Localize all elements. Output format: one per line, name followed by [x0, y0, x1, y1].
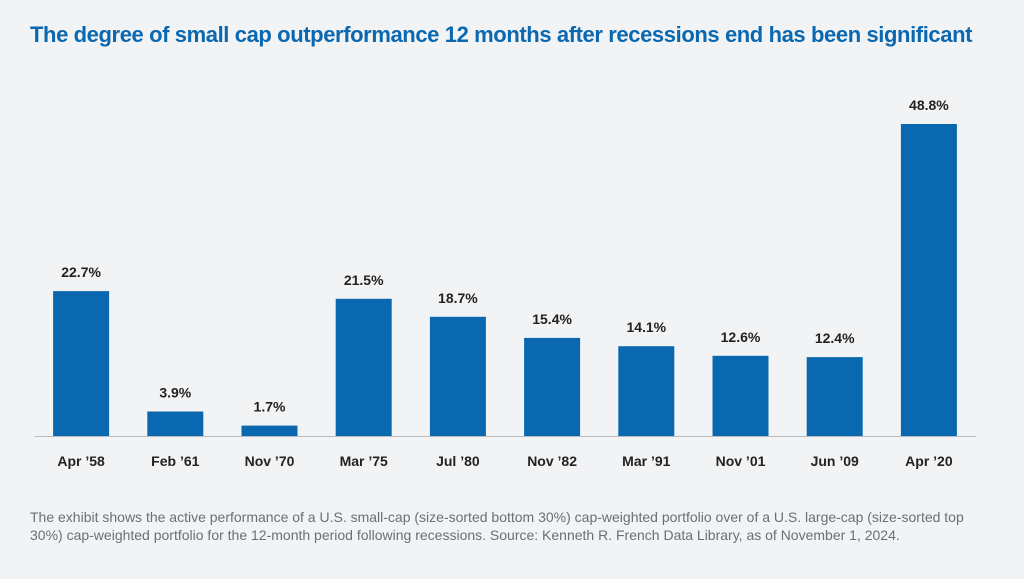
bars-group [53, 124, 957, 437]
chart-title: The degree of small cap outperformance 1… [30, 22, 973, 47]
x-tick-label: Nov ’70 [245, 453, 295, 469]
data-label: 3.9% [159, 385, 191, 401]
value-labels-group: 22.7% 3.9% 1.7% 21.5% 18.7% 15.4% 14.1% 12.6% 12… [61, 97, 949, 415]
bar [900, 124, 957, 437]
data-label: 21.5% [344, 272, 384, 288]
bar [806, 357, 863, 437]
x-tick-label: Jul ’80 [436, 453, 480, 469]
footnote: The exhibit shows the active performance… [30, 509, 964, 543]
data-label: 1.7% [254, 399, 286, 415]
x-tick-label: Feb ’61 [151, 453, 199, 469]
data-label: 18.7% [438, 290, 478, 306]
data-label: 48.8% [909, 97, 949, 113]
bar [147, 411, 204, 437]
bar [524, 337, 581, 437]
bar [53, 291, 110, 437]
data-label: 15.4% [532, 311, 572, 327]
x-tick-label: Nov ’82 [527, 453, 577, 469]
data-label: 22.7% [61, 264, 101, 280]
x-tick-labels-group: Apr ’58 Feb ’61 Nov ’70 Mar ’75 Jul ’80 Nov ’… [57, 453, 952, 469]
bar [712, 355, 769, 437]
data-label: 14.1% [626, 319, 666, 335]
x-tick-label: Jun ’09 [811, 453, 859, 469]
bar [618, 346, 675, 437]
x-tick-label: Mar ’75 [340, 453, 388, 469]
bar [429, 316, 486, 437]
bar [241, 425, 298, 437]
data-label: 12.6% [721, 329, 761, 345]
bar-chart: 22.7% 3.9% 1.7% 21.5% 18.7% 15.4% 14.1% 12.6% 12… [34, 97, 976, 469]
x-tick-label: Apr ’20 [905, 453, 953, 469]
x-tick-label: Nov ’01 [716, 453, 766, 469]
data-label: 12.4% [815, 330, 855, 346]
x-tick-label: Apr ’58 [57, 453, 105, 469]
bar [335, 298, 392, 437]
x-tick-label: Mar ’91 [622, 453, 670, 469]
